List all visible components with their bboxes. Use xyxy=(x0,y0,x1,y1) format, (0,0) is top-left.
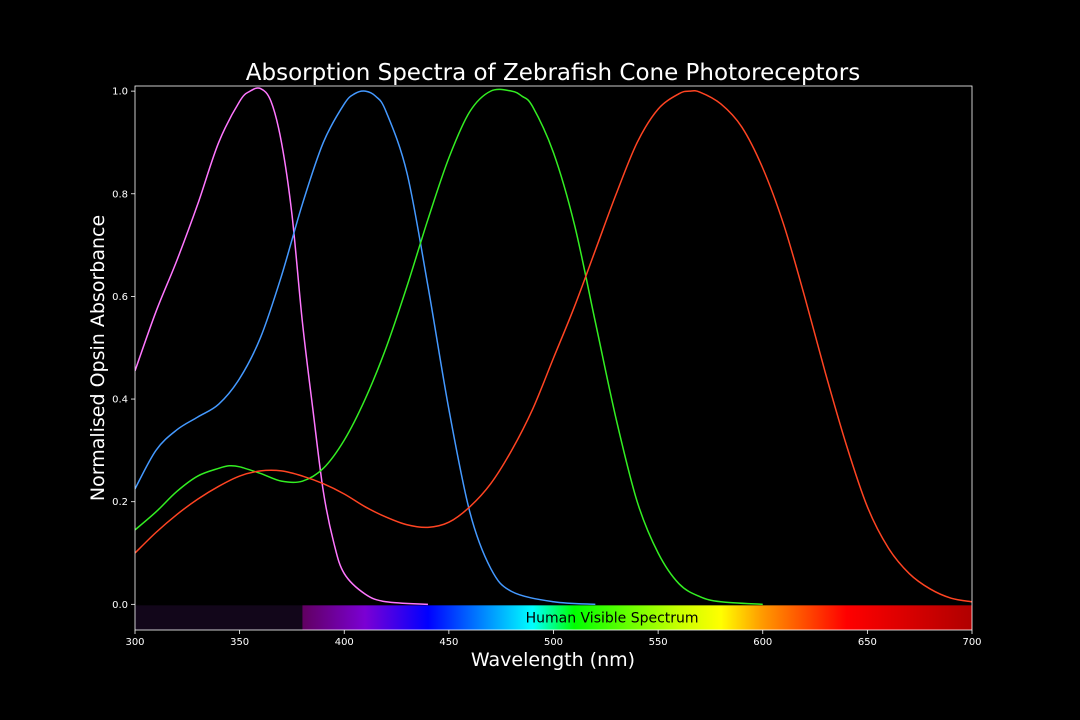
x-tick-label: 300 xyxy=(125,637,144,648)
chart-title: Absorption Spectra of Zebrafish Cone Pho… xyxy=(246,60,860,86)
x-tick-label: 500 xyxy=(544,637,563,648)
spectrum-band-label: Human Visible Spectrum xyxy=(526,611,699,627)
x-tick-label: 600 xyxy=(753,637,772,648)
y-tick-label: 0.0 xyxy=(112,600,128,611)
y-tick-label: 0.6 xyxy=(112,292,128,303)
uv-region-band xyxy=(135,605,303,630)
x-tick-label: 550 xyxy=(649,637,668,648)
y-axis-ticks: 0.0 0.2 0.4 0.6 0.8 1.0 xyxy=(112,87,135,611)
x-tick-label: 450 xyxy=(439,637,458,648)
y-tick-label: 0.8 xyxy=(112,189,128,200)
y-tick-label: 1.0 xyxy=(112,87,128,98)
series-line-3 xyxy=(135,88,763,606)
x-tick-label: 350 xyxy=(230,637,249,648)
series-group xyxy=(135,87,972,606)
y-axis-label: Normalised Opsin Absorbance xyxy=(87,215,109,501)
x-tick-label: 700 xyxy=(962,637,981,648)
x-tick-label: 400 xyxy=(335,637,354,648)
series-line-2 xyxy=(135,90,596,606)
visible-spectrum-band xyxy=(302,605,972,630)
x-axis-ticks: 300 350 400 450 500 550 600 650 700 xyxy=(125,630,982,648)
x-axis-label: Wavelength (nm) xyxy=(471,649,635,671)
y-tick-label: 0.4 xyxy=(112,395,128,406)
series-line-4 xyxy=(135,89,972,603)
spectrum-band: Human Visible Spectrum xyxy=(135,605,972,630)
x-tick-label: 650 xyxy=(858,637,877,648)
y-tick-label: 0.2 xyxy=(112,497,128,508)
series-line-1 xyxy=(135,87,428,606)
